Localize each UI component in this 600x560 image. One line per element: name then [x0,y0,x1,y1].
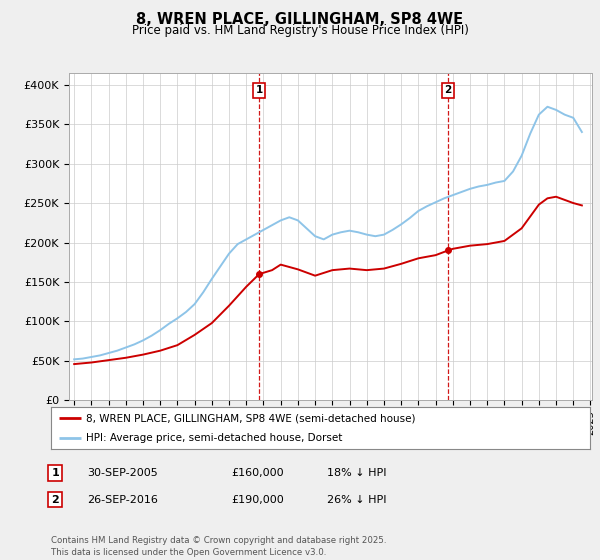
Text: 18% ↓ HPI: 18% ↓ HPI [327,468,386,478]
Text: £190,000: £190,000 [231,494,284,505]
Text: 26-SEP-2016: 26-SEP-2016 [87,494,158,505]
Text: HPI: Average price, semi-detached house, Dorset: HPI: Average price, semi-detached house,… [86,433,343,443]
Text: 30-SEP-2005: 30-SEP-2005 [87,468,158,478]
Text: 2: 2 [445,85,452,95]
Text: £160,000: £160,000 [231,468,284,478]
Text: 2: 2 [52,494,59,505]
Text: 8, WREN PLACE, GILLINGHAM, SP8 4WE: 8, WREN PLACE, GILLINGHAM, SP8 4WE [136,12,464,27]
Text: Price paid vs. HM Land Registry's House Price Index (HPI): Price paid vs. HM Land Registry's House … [131,24,469,36]
Text: 1: 1 [256,85,263,95]
Text: Contains HM Land Registry data © Crown copyright and database right 2025.
This d: Contains HM Land Registry data © Crown c… [51,536,386,557]
Text: 26% ↓ HPI: 26% ↓ HPI [327,494,386,505]
Text: 8, WREN PLACE, GILLINGHAM, SP8 4WE (semi-detached house): 8, WREN PLACE, GILLINGHAM, SP8 4WE (semi… [86,413,416,423]
Text: 1: 1 [52,468,59,478]
